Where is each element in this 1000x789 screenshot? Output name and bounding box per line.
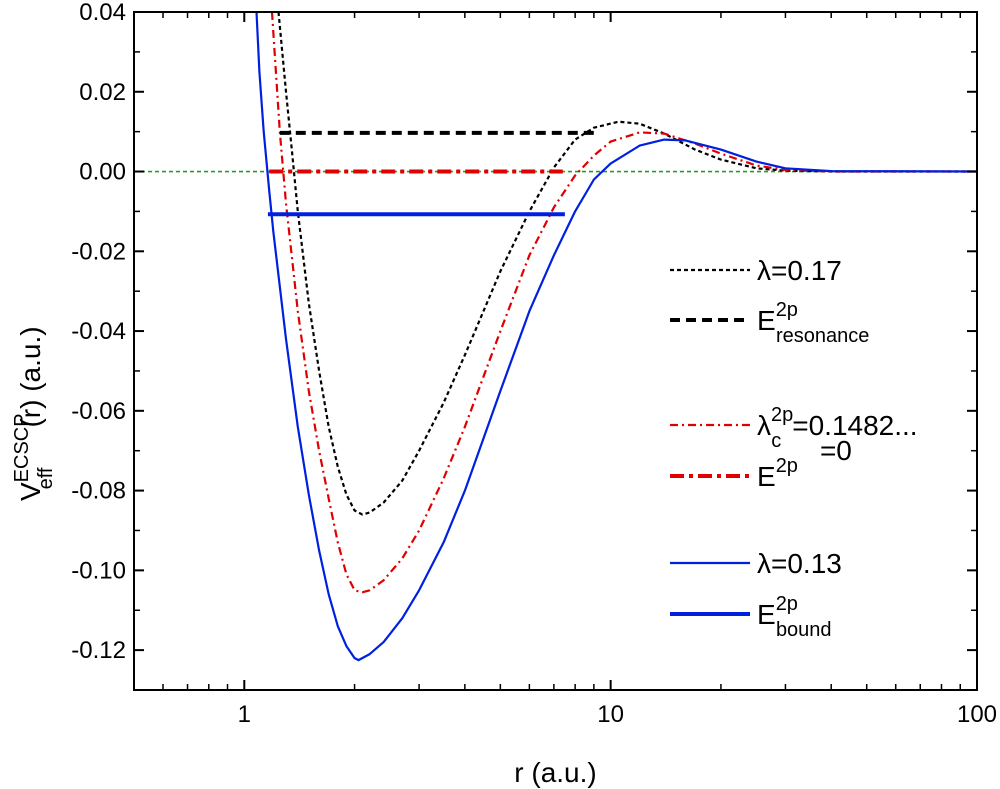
y-tick-label: -0.12	[71, 637, 126, 664]
y-axis-title-main: V	[15, 482, 46, 501]
legend-label-resonance: E2p resonance	[757, 299, 869, 347]
x-tick-label: 10	[597, 701, 624, 728]
plot-frame	[133, 11, 978, 691]
series-layer	[255, 12, 977, 662]
legend: λ=0.17 E2p resonance λ2p c =0.1482...E2p =0 λ=0…	[670, 255, 918, 641]
y-axis-title-superscript: ECSCP	[11, 413, 33, 482]
series-line-lam013	[255, 12, 977, 662]
y-tick-label: 0.00	[79, 159, 126, 186]
y-tick-label: -0.06	[71, 398, 126, 425]
y-axis-title: VECSCP eff (r) (a.u.)	[11, 326, 57, 501]
y-tick-label: -0.02	[71, 238, 126, 265]
series-line-lam017	[277, 12, 977, 516]
legend-label-lam017: λ=0.17	[757, 255, 842, 286]
axis-ticks-layer	[134, 11, 978, 690]
x-tick-label: 100	[957, 701, 997, 728]
y-tick-label: -0.08	[71, 478, 126, 505]
y-tick-label: -0.10	[71, 557, 126, 584]
legend-label-bound: E2p bound	[757, 593, 832, 641]
y-tick-label: 0.04	[79, 0, 126, 26]
legend-label-lamc: λ2p c =0.1482...	[757, 404, 918, 452]
axis-labels-layer: 0.04 0.02 0.00 -0.02 -0.04 -0.06 -0.08 -0.10 -0.…	[11, 0, 997, 788]
y-axis-title-suffix: (r) (a.u.)	[15, 326, 46, 427]
y-tick-label: 0.02	[79, 79, 126, 106]
legend-label-zero: E2p =0	[757, 435, 852, 492]
energy-levels-layer	[267, 130, 596, 217]
series-line-lamc	[270, 12, 977, 594]
y-axis-title-subscript: eff	[35, 467, 57, 489]
y-tick-label: -0.04	[71, 318, 126, 345]
x-tick-label: 1	[238, 701, 251, 728]
x-axis-title: r (a.u.)	[514, 757, 596, 788]
legend-label-lam013: λ=0.13	[757, 548, 842, 579]
